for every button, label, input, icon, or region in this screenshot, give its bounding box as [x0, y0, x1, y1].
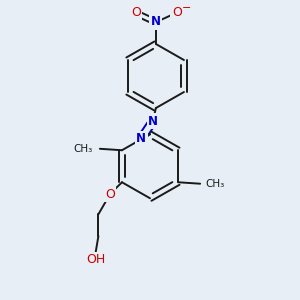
Text: N: N [136, 132, 146, 145]
Text: N: N [148, 115, 158, 128]
Text: OH: OH [86, 254, 106, 266]
Text: N: N [151, 15, 161, 28]
Text: O: O [131, 6, 141, 19]
Text: O: O [172, 6, 182, 19]
Text: CH₃: CH₃ [206, 179, 225, 189]
Text: −: − [182, 3, 191, 13]
Text: CH₃: CH₃ [73, 144, 92, 154]
Text: O: O [105, 188, 115, 201]
